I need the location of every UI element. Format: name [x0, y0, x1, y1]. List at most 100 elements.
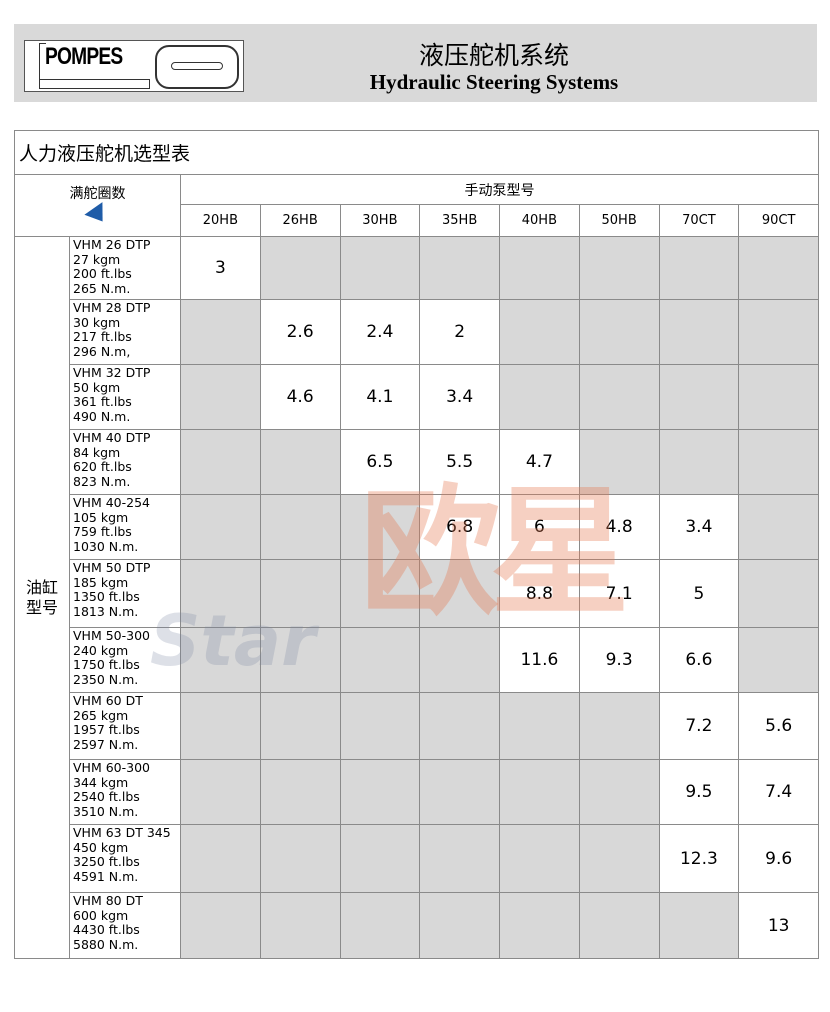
- model-line: VHM 50-300: [73, 628, 150, 643]
- model-line: 490 N.m.: [73, 408, 131, 424]
- empty-cell: [180, 824, 261, 893]
- model-line: VHM 40-254: [73, 495, 150, 510]
- empty-cell: [180, 494, 261, 560]
- turns-value: 7.2: [658, 692, 740, 760]
- model-line: 84 kgm: [73, 444, 121, 460]
- model-line: VHM 50 DTP: [73, 560, 151, 575]
- empty-cell: [259, 429, 341, 495]
- model-line: 30 kgm: [73, 314, 121, 330]
- column-header: 90CT: [738, 204, 820, 237]
- table-row: VHM 32 DTP 50 kgm 361 ft.lbs 490 N.m. 4.6 4.1…: [15, 364, 820, 430]
- empty-cell: [259, 627, 341, 693]
- model-line: 361 ft.lbs: [73, 394, 132, 409]
- empty-cell: [738, 429, 820, 495]
- model-line: 3510 N.m.: [73, 803, 139, 819]
- model-line: VHM 26 DTP: [73, 237, 151, 252]
- table-row: VHM 28 DTP 30 kgm 217 ft.lbs 296 N.m, 2.6 2.4…: [15, 299, 820, 365]
- empty-cell: [578, 299, 660, 365]
- empty-cell: [259, 236, 341, 300]
- turns-value: 9.5: [658, 759, 740, 825]
- model-line: 200 ft.lbs: [73, 266, 132, 281]
- model-line: 3250 ft.lbs: [73, 854, 140, 869]
- corner-label: 满舵圈数: [69, 186, 126, 202]
- model-cell: VHM 40 DTP 84 kgm 620 ft.lbs 823 N.m.: [69, 429, 181, 495]
- empty-cell: [499, 364, 580, 430]
- model-cell: VHM 26 DTP 27 kgm 200 ft.lbs 265 N.m.: [69, 236, 181, 300]
- empty-cell: [578, 429, 660, 495]
- model-cell: VHM 50-300 240 kgm 1750 ft.lbs 2350 N.m.: [69, 627, 181, 693]
- title-chinese: 液压舵机系统: [418, 41, 569, 70]
- model-cell: VHM 63 DT 345 450 kgm 3250 ft.lbs 4591 N.m.: [69, 824, 181, 893]
- model-line: 4430 ft.lbs: [73, 922, 140, 937]
- empty-cell: [339, 692, 421, 760]
- turns-value: 13: [738, 892, 820, 959]
- model-line: 2597 N.m.: [73, 736, 139, 752]
- column-header: 35HB: [419, 204, 500, 237]
- empty-cell: [339, 627, 421, 693]
- turns-value: 4.8: [578, 494, 660, 560]
- empty-cell: [419, 559, 500, 628]
- table-row: VHM 60-300 344 kgm 2540 ft.lbs 3510 N.m. 9.5…: [15, 759, 820, 825]
- column-header: 40HB: [499, 204, 580, 237]
- turns-value: 11.6: [499, 627, 580, 693]
- empty-cell: [499, 759, 580, 825]
- model-line: 27 kgm: [73, 251, 121, 267]
- empty-cell: [259, 692, 341, 760]
- group-label: 手动泵型号: [179, 174, 820, 205]
- empty-cell: [738, 299, 820, 365]
- title-english: Hydraulic Steering Systems: [369, 70, 619, 94]
- model-line: 1813 N.m.: [73, 603, 139, 619]
- model-line: 600 kgm: [73, 907, 129, 923]
- model-line: 5880 N.m.: [73, 936, 139, 952]
- header-banner: POMPES 液压舵机系统 Hydraulic Steering Systems: [14, 24, 817, 102]
- turns-value: 7.4: [738, 759, 820, 825]
- model-line: 105 kgm: [73, 509, 129, 525]
- empty-cell: [738, 364, 820, 430]
- model-line: 2350 N.m.: [73, 671, 139, 687]
- empty-cell: [578, 364, 660, 430]
- side-label-cell: 油缸型号: [14, 236, 70, 959]
- model-line: VHM 60 DT: [73, 693, 143, 708]
- empty-cell: [419, 824, 500, 893]
- turns-value: 5.5: [419, 429, 500, 495]
- table-row: VHM 80 DT 600 kgm 4430 ft.lbs 5880 N.m. 13: [15, 892, 820, 959]
- empty-cell: [259, 892, 341, 959]
- table-row: VHM 63 DT 345 450 kgm 3250 ft.lbs 4591 N.m.…: [15, 824, 820, 893]
- column-header-row: 20HB 26HB 30HB 35HB 40HB 50HB 70CT 90CT: [15, 204, 820, 237]
- model-line: 344 kgm: [73, 774, 129, 790]
- empty-cell: [578, 759, 660, 825]
- empty-cell: [499, 236, 580, 300]
- arrow-down-icon: [83, 202, 112, 228]
- table-row: VHM 40-254 105 kgm 759 ft.lbs 1030 N.m. 6.8 6…: [15, 494, 820, 560]
- empty-cell: [578, 236, 660, 300]
- turns-value: 6: [499, 494, 580, 560]
- model-line: VHM 63 DT 345: [73, 825, 171, 840]
- model-cell: VHM 60 DT 265 kgm 1957 ft.lbs 2597 N.m.: [69, 692, 181, 760]
- empty-cell: [259, 559, 341, 628]
- empty-cell: [259, 759, 341, 825]
- empty-cell: [499, 824, 580, 893]
- corner-cell: 满舵圈数: [14, 174, 181, 237]
- model-line: VHM 80 DT: [73, 893, 143, 908]
- empty-cell: [339, 824, 421, 893]
- empty-cell: [419, 892, 500, 959]
- model-cell: VHM 80 DT 600 kgm 4430 ft.lbs 5880 N.m.: [69, 892, 181, 959]
- model-line: 823 N.m.: [73, 473, 131, 489]
- model-cell: VHM 40-254 105 kgm 759 ft.lbs 1030 N.m.: [69, 494, 181, 560]
- turns-value: 2.4: [339, 299, 421, 365]
- side-label: 油缸型号: [25, 577, 58, 617]
- model-line: 1957 ft.lbs: [73, 722, 140, 737]
- table-row: VHM 60 DT 265 kgm 1957 ft.lbs 2597 N.m. 7.2 5…: [15, 692, 820, 760]
- empty-cell: [499, 892, 580, 959]
- empty-cell: [499, 692, 580, 760]
- empty-cell: [180, 627, 261, 693]
- model-line: 1030 N.m.: [73, 538, 139, 554]
- turns-value: 3.4: [419, 364, 500, 430]
- empty-cell: [339, 494, 421, 560]
- table-row: VHM 40 DTP 84 kgm 620 ft.lbs 823 N.m. 6.5 5.5…: [15, 429, 820, 495]
- turns-value: 2.6: [259, 299, 341, 365]
- empty-cell: [180, 559, 261, 628]
- model-line: 2540 ft.lbs: [73, 789, 140, 804]
- empty-cell: [180, 892, 261, 959]
- empty-cell: [499, 299, 580, 365]
